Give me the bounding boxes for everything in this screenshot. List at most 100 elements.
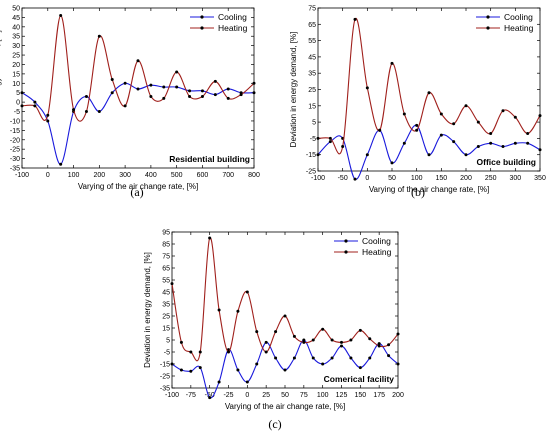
legend-marker	[200, 15, 204, 19]
data-point	[476, 145, 480, 149]
data-point	[274, 356, 278, 360]
data-point	[283, 314, 287, 318]
panel-annotation: Comerical facility	[324, 374, 395, 384]
data-point	[292, 334, 296, 338]
y-tick-label: 55	[162, 278, 170, 285]
series-line-cooling	[21, 82, 255, 165]
data-point	[189, 369, 193, 373]
data-point	[179, 368, 183, 372]
data-point	[302, 338, 306, 342]
x-tick-label: 150	[435, 175, 447, 182]
x-tick-label: -25	[223, 392, 233, 399]
y-tick-label: 75	[308, 6, 316, 13]
x-axis-label: Varying of the air change rate, [%]	[369, 185, 489, 194]
data-point	[217, 308, 221, 312]
data-point	[110, 78, 114, 82]
panel-caption: (c)	[268, 417, 281, 431]
data-point	[236, 368, 240, 372]
y-tick-label: -5	[14, 109, 20, 116]
data-point	[365, 153, 369, 157]
data-point	[84, 110, 88, 114]
data-point	[353, 17, 357, 21]
data-point	[387, 343, 391, 347]
data-point	[213, 93, 217, 97]
data-point	[330, 356, 334, 360]
legend-marker	[486, 26, 490, 30]
data-point	[368, 356, 372, 360]
data-point	[402, 141, 406, 145]
data-point	[476, 120, 480, 124]
data-point	[97, 34, 101, 38]
data-point	[136, 59, 140, 63]
data-point	[200, 94, 204, 98]
x-tick-label: 800	[248, 172, 260, 179]
data-point	[396, 362, 400, 366]
data-point	[341, 145, 345, 149]
data-point	[59, 14, 63, 18]
x-tick-label: 75	[300, 392, 308, 399]
y-tick-label: 40	[12, 24, 20, 31]
x-tick-label: 100	[411, 175, 423, 182]
x-tick-label: 50	[388, 175, 396, 182]
data-point	[377, 344, 381, 348]
data-point	[208, 236, 212, 240]
data-point	[365, 86, 369, 90]
data-point	[123, 81, 127, 85]
legend-marker	[344, 250, 348, 254]
y-axis-label: Deviation in energy demand, [%]	[0, 30, 2, 146]
data-point	[489, 141, 493, 145]
data-point	[292, 356, 296, 360]
series-line-heating	[317, 17, 541, 155]
data-point	[415, 123, 419, 127]
legend-label: Cooling	[362, 236, 391, 246]
data-point	[321, 327, 325, 331]
data-point	[162, 85, 166, 89]
y-tick-label: 85	[162, 242, 170, 249]
data-point	[245, 290, 249, 294]
data-point	[189, 350, 193, 354]
data-point	[349, 338, 353, 342]
data-point	[302, 340, 306, 344]
data-point	[387, 354, 391, 358]
y-tick-label: 0	[16, 100, 20, 107]
data-point	[227, 348, 230, 352]
data-point	[264, 350, 268, 354]
y-tick-label: -10	[10, 118, 20, 125]
data-point	[72, 108, 76, 112]
y-tick-label: 35	[308, 71, 316, 78]
panel-caption: (b)	[411, 185, 425, 199]
chart-panel: -35 -25 -15 -5 5 15 25 35 45 55 65 75 85 95 -100 -75 -50…	[143, 230, 404, 412]
x-tick-label: -100	[311, 175, 325, 182]
legend-marker	[486, 15, 490, 19]
x-tick-label: 0	[46, 172, 50, 179]
data-point	[110, 91, 114, 95]
data-point	[396, 332, 400, 336]
x-tick-label: -75	[186, 392, 196, 399]
data-point	[415, 128, 419, 132]
x-tick-label: 100	[68, 172, 80, 179]
y-tick-label: 5	[166, 338, 170, 345]
data-point	[452, 122, 456, 126]
y-tick-label: 25	[162, 314, 170, 321]
y-tick-label: 15	[162, 326, 170, 333]
y-tick-label: 55	[308, 38, 316, 45]
x-tick-label: 175	[373, 392, 385, 399]
data-point	[526, 141, 530, 145]
y-tick-label: -5	[164, 350, 170, 357]
x-tick-label: 500	[171, 172, 183, 179]
x-axis-label: Varying of the air change rate, [%]	[225, 402, 345, 411]
data-point	[84, 94, 88, 98]
panel-annotation: Office building	[477, 157, 537, 167]
x-tick-label: 200	[93, 172, 105, 179]
data-point	[349, 356, 353, 360]
data-point	[378, 128, 382, 132]
data-point	[427, 153, 431, 157]
y-tick-label: -30	[10, 156, 20, 163]
y-tick-label: 35	[12, 34, 20, 41]
data-point	[283, 368, 287, 372]
x-axis-label: Varying of the air change rate, [%]	[78, 182, 198, 191]
data-point	[274, 330, 278, 334]
data-point	[33, 100, 37, 104]
y-tick-label: -25	[160, 374, 170, 381]
